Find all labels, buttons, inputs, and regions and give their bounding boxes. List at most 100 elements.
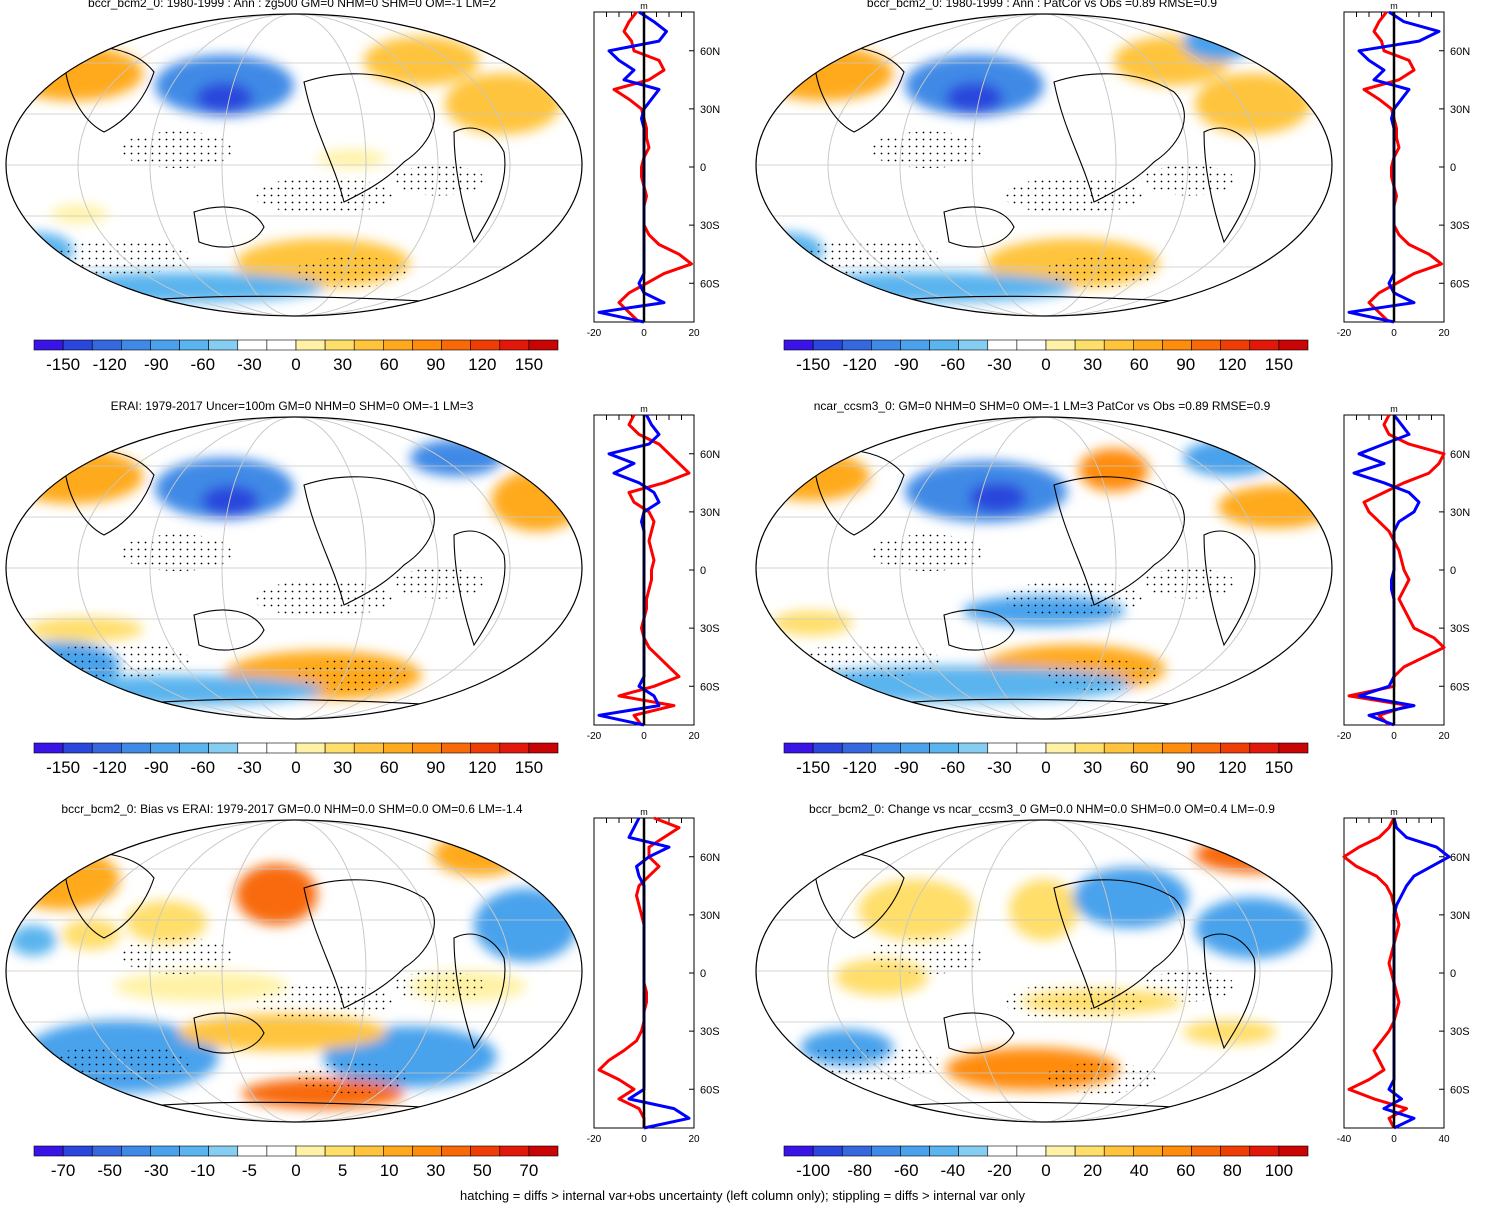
anomaly-region [201, 485, 260, 516]
coastline [943, 1012, 1015, 1054]
lat-tick-label: 0 [700, 565, 706, 577]
x-tick-label: 0 [1391, 328, 1397, 339]
colorbar-swatch [900, 742, 930, 754]
lat-tick-label: 30S [700, 623, 720, 635]
colorbar-label: 90 [1176, 355, 1195, 374]
colorbar-label: -70 [51, 1161, 76, 1180]
colorbar-swatch [1278, 742, 1309, 754]
longitude-gridline [149, 820, 439, 1122]
colorbar-swatch [528, 1145, 559, 1157]
profile-series-model [1342, 817, 1408, 1129]
lat-tick-label: 60S [700, 278, 720, 290]
colorbar-swatch [91, 742, 122, 754]
stippling [120, 534, 236, 572]
colorbar-label: 0 [1041, 1161, 1050, 1180]
anomaly-region [1073, 866, 1189, 929]
colorbar-swatch [987, 339, 1018, 351]
lat-tick-label: 30S [700, 220, 720, 232]
colorbar: -70 -50 -30 -10 -5 0 5 10 30 50 70 [33, 1145, 559, 1180]
stippling [392, 971, 486, 1002]
stippling [50, 641, 190, 679]
colorbar-label: 30 [333, 758, 352, 777]
x-tick-label: 0 [641, 1134, 647, 1145]
colorbar-swatch [871, 339, 901, 351]
colorbar-swatch [871, 742, 901, 754]
anomaly-region [9, 925, 57, 956]
coastline [193, 1012, 265, 1054]
stippling [1044, 256, 1160, 288]
anomaly-region [236, 863, 318, 926]
coastline [1053, 73, 1185, 203]
colorbar-swatch [150, 1145, 180, 1157]
lat-tick-label: 60S [1450, 1084, 1470, 1096]
colorbar-swatch [33, 339, 64, 351]
colorbar-swatch [1016, 339, 1047, 351]
anomaly-region [945, 82, 1004, 113]
colorbar-swatch [237, 339, 268, 351]
x-tick-label: -20 [587, 328, 602, 339]
colorbar-label: 30 [1083, 355, 1102, 374]
colorbar-swatch [266, 1145, 297, 1157]
lat-tick-label: 30N [1450, 507, 1470, 519]
longitude-gridline [899, 417, 1189, 719]
stippling [800, 238, 940, 276]
anomaly-region [363, 36, 480, 86]
colorbar-swatch [841, 1145, 872, 1157]
lat-tick-label: 60S [1450, 278, 1470, 290]
lat-tick-label: 60S [1450, 681, 1470, 693]
world-map [5, 416, 583, 720]
longitude-gridline [77, 820, 511, 1122]
colorbar-swatch [1249, 1145, 1280, 1157]
colorbar-swatch [91, 1145, 122, 1157]
colorbar-swatch [324, 339, 355, 351]
colorbar-swatch [208, 339, 239, 351]
colorbar-swatch [958, 742, 989, 754]
anomaly-region [62, 918, 120, 950]
lat-tick-label: 30S [700, 1026, 720, 1038]
colorbar-label: -40 [941, 1161, 966, 1180]
profile-unit-label: m [1390, 807, 1398, 817]
colorbar-swatch [179, 742, 209, 754]
colorbar-swatch [295, 1145, 326, 1157]
world-map [755, 416, 1333, 720]
lat-tick-label: 60N [700, 449, 720, 461]
colorbar-swatch [121, 1145, 151, 1157]
colorbar-swatch [1103, 742, 1134, 754]
colorbar-swatch [266, 339, 297, 351]
colorbar-swatch [1162, 1145, 1192, 1157]
colorbar: -100 -80 -60 -40 -20 0 20 40 60 80 100 [783, 1145, 1309, 1180]
colorbar-swatch [179, 1145, 209, 1157]
anomaly-region [27, 616, 144, 642]
longitude-gridline [77, 14, 511, 316]
colorbar-label: 120 [468, 758, 496, 777]
coastline [453, 530, 506, 647]
coastline [1053, 476, 1185, 606]
coastline [193, 609, 265, 651]
colorbar-label: -150 [46, 355, 80, 374]
colorbar-swatch [841, 742, 872, 754]
colorbar: -150 -120 -90 -60 -30 0 30 60 90 120 150 [33, 339, 559, 374]
colorbar-swatch [900, 339, 930, 351]
colorbar-swatch [121, 339, 151, 351]
panel-title: bccr_bcm2_0: 1980-1999 : Ann : PatCor vs… [866, 0, 1218, 10]
longitude-gridline [221, 14, 367, 316]
anomaly-region [968, 482, 1027, 513]
panel-title: bccr_bcm2_0: 1980-1999 : Ann : zg500 GM=… [88, 0, 496, 10]
anomaly-region [1078, 448, 1149, 492]
colorbar-swatch [812, 339, 843, 351]
stippling [120, 937, 236, 975]
colorbar-label: 90 [426, 355, 445, 374]
lat-tick-label: 60N [1450, 852, 1470, 864]
colorbar-label: 5 [338, 1161, 347, 1180]
colorbar-swatch [841, 339, 872, 351]
zonal-mean-profile: m 60N 30N 0 30S 60S -20 0 20 [587, 1, 720, 339]
colorbar-swatch [266, 742, 297, 754]
colorbar-swatch [1220, 339, 1251, 351]
colorbar-swatch [179, 339, 209, 351]
colorbar-swatch [783, 1145, 814, 1157]
colorbar-swatch [958, 1145, 989, 1157]
world-map [755, 13, 1333, 317]
colorbar-swatch [1045, 742, 1076, 754]
colorbar-swatch [441, 339, 471, 351]
panel-p5: bccr_bcm2_0: Bias vs ERAI: 1979-2017 GM=… [0, 802, 740, 1186]
